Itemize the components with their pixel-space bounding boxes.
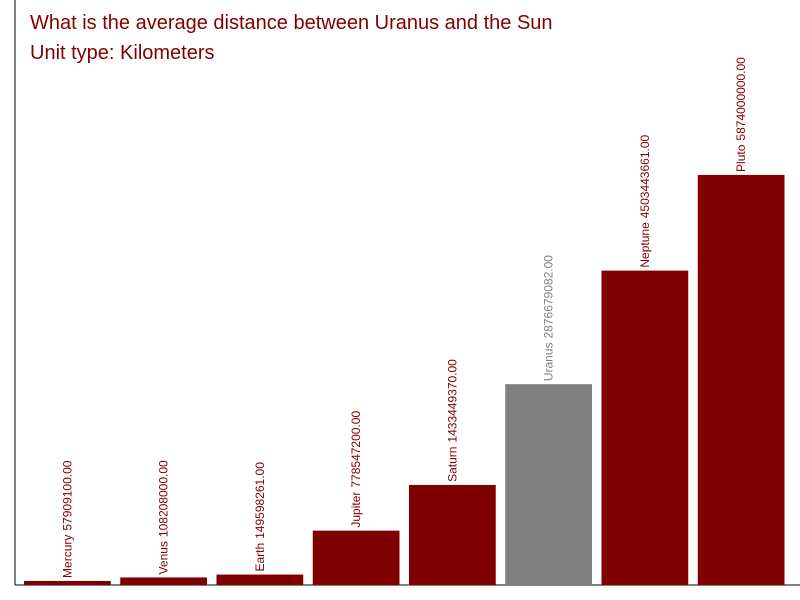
category-label: Saturn bbox=[445, 447, 459, 482]
chart-title: What is the average distance between Ura… bbox=[30, 12, 553, 34]
bar-label: Earth 149598261.00 bbox=[253, 462, 267, 572]
value-label: 4503443661.00 bbox=[638, 134, 652, 218]
bar-label: Neptune 4503443661.00 bbox=[638, 134, 652, 267]
bar-label: Saturn 1433449370.00 bbox=[445, 359, 459, 482]
bar bbox=[601, 270, 689, 585]
category-label: Uranus bbox=[542, 342, 556, 381]
value-label: 2876679082.00 bbox=[542, 255, 556, 339]
bar-label: Uranus 2876679082.00 bbox=[542, 255, 556, 381]
bar bbox=[24, 580, 111, 585]
category-label: Venus bbox=[157, 541, 171, 574]
category-label: Jupiter bbox=[349, 492, 363, 528]
category-label: Pluto bbox=[734, 144, 748, 172]
bar-label: Pluto 5874000000.00 bbox=[734, 57, 748, 172]
category-label: Mercury bbox=[60, 535, 74, 578]
bar bbox=[409, 484, 496, 585]
value-label: 778547200.00 bbox=[349, 411, 363, 488]
category-label: Neptune bbox=[638, 222, 652, 268]
bar bbox=[697, 174, 785, 585]
bar-label: Mercury 57909100.00 bbox=[60, 460, 74, 578]
value-label: 1433449370.00 bbox=[445, 359, 459, 443]
value-label: 5874000000.00 bbox=[734, 57, 748, 141]
value-label: 57909100.00 bbox=[60, 460, 74, 530]
bar bbox=[120, 577, 207, 585]
bar bbox=[505, 384, 592, 585]
category-label: Earth bbox=[253, 543, 267, 572]
bar-label: Venus 108208000.00 bbox=[157, 460, 171, 574]
bar bbox=[312, 530, 400, 585]
value-label: 108208000.00 bbox=[157, 460, 171, 537]
chart-subtitle: Unit type: Kilometers bbox=[30, 42, 215, 64]
bar bbox=[216, 574, 304, 585]
value-label: 149598261.00 bbox=[253, 462, 267, 539]
bar-label: Jupiter 778547200.00 bbox=[349, 411, 363, 528]
